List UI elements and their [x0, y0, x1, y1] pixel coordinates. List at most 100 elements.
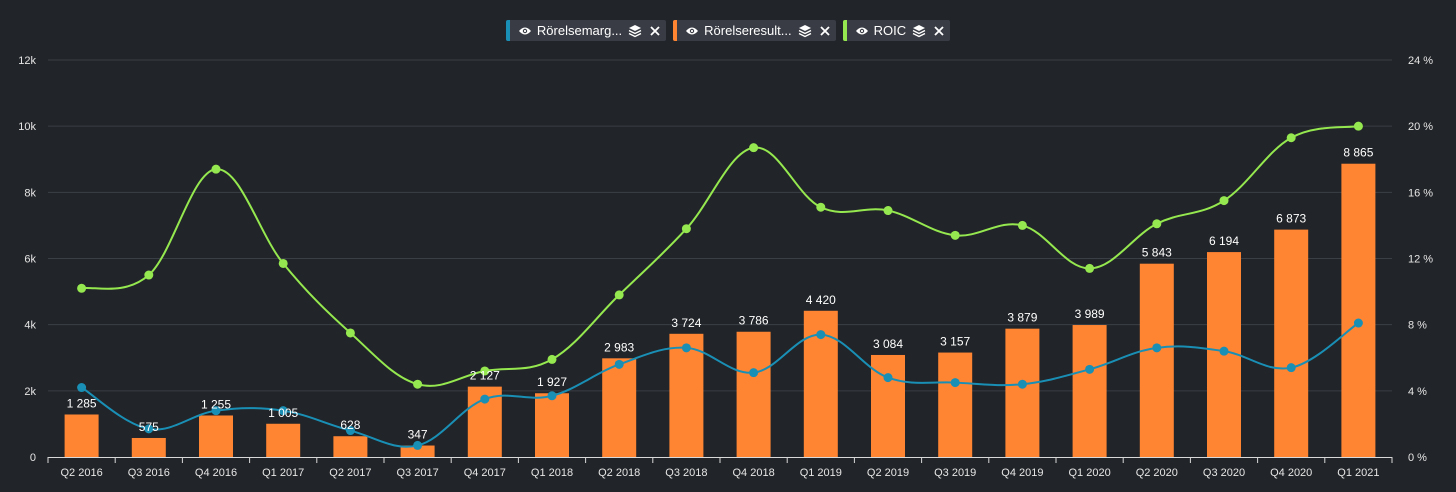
data-point — [1017, 379, 1027, 389]
data-point — [1286, 363, 1296, 373]
eye-icon[interactable] — [518, 26, 532, 36]
x-tick-label: Q4 2017 — [464, 467, 506, 479]
close-icon[interactable] — [650, 25, 660, 36]
bar-data-label: 3 989 — [1075, 307, 1105, 321]
close-icon[interactable] — [819, 25, 830, 36]
legend-item[interactable]: Rörelsemarg... — [505, 20, 667, 41]
data-point — [816, 330, 826, 340]
bar — [400, 445, 435, 457]
data-point — [1286, 133, 1296, 143]
y-right-tick-label: 4 % — [1408, 386, 1427, 398]
data-point — [1353, 318, 1363, 328]
data-point — [950, 230, 960, 240]
x-tick-label: Q3 2018 — [665, 467, 707, 479]
bar-data-label: 1 005 — [268, 406, 298, 420]
data-point — [1219, 346, 1229, 356]
bar-data-label: 3 084 — [873, 337, 903, 351]
data-point — [1152, 343, 1162, 353]
y-left-tick-label: 8k — [24, 187, 36, 199]
y-left-tick-label: 12k — [18, 55, 36, 67]
y-right-tick-label: 12 % — [1408, 254, 1433, 266]
data-point — [950, 378, 960, 388]
eye-icon[interactable] — [855, 26, 869, 36]
data-point — [1017, 220, 1027, 230]
data-point — [77, 283, 87, 293]
data-point — [547, 354, 557, 364]
bar — [266, 423, 301, 457]
bar — [669, 333, 704, 457]
data-point — [883, 206, 893, 216]
layers-icon[interactable] — [798, 24, 812, 38]
bar-data-label: 6 194 — [1209, 234, 1239, 248]
data-point — [144, 424, 154, 434]
bar-data-label: 8 865 — [1343, 146, 1373, 160]
data-point — [77, 383, 87, 393]
x-tick-label: Q2 2019 — [867, 467, 909, 479]
legend-color-swatch — [842, 20, 847, 41]
layers-icon[interactable] — [628, 24, 642, 38]
data-point — [749, 143, 759, 153]
series-line — [81, 322, 1359, 448]
bar-data-label: 1 255 — [201, 397, 231, 411]
data-point — [480, 394, 490, 404]
data-point — [614, 359, 624, 369]
bar-data-label: 3 786 — [739, 314, 769, 328]
bar — [938, 352, 973, 457]
bar — [1139, 263, 1174, 457]
data-point — [480, 366, 490, 376]
x-tick-label: Q3 2017 — [396, 467, 438, 479]
y-right-tick-label: 24 % — [1408, 55, 1433, 67]
x-tick-label: Q4 2016 — [195, 467, 237, 479]
legend-label: Rörelsemarg... — [536, 23, 623, 38]
bar-data-label: 5 843 — [1142, 246, 1172, 260]
bar — [1341, 163, 1376, 457]
x-tick-label: Q1 2020 — [1068, 467, 1110, 479]
bar — [602, 358, 637, 457]
data-point — [816, 202, 826, 212]
x-tick-label: Q4 2020 — [1270, 467, 1312, 479]
legend-color-swatch — [673, 20, 678, 41]
close-icon[interactable] — [934, 25, 944, 36]
y-left-tick-label: 2k — [24, 386, 36, 398]
bar — [333, 436, 368, 457]
legend-label: ROIC — [873, 23, 907, 38]
x-tick-label: Q2 2016 — [60, 467, 102, 479]
legend-color-swatch — [505, 20, 510, 41]
data-point — [1152, 219, 1162, 229]
y-left-tick-label: 6k — [24, 254, 36, 266]
data-point — [211, 406, 221, 416]
data-point — [883, 373, 893, 383]
eye-icon[interactable] — [685, 26, 699, 36]
y-right-tick-label: 8 % — [1408, 320, 1427, 332]
data-point — [345, 426, 355, 436]
data-point — [614, 290, 624, 300]
y-left-tick-label: 4k — [24, 320, 36, 332]
legend-item[interactable]: Rörelseresult... — [673, 20, 836, 41]
x-tick-label: Q2 2017 — [329, 467, 371, 479]
bar — [1274, 229, 1309, 457]
data-point — [749, 368, 759, 378]
y-left-tick-label: 0 — [30, 452, 36, 464]
bar-data-label: 6 873 — [1276, 212, 1306, 226]
layers-icon[interactable] — [912, 24, 926, 38]
bar-data-label: 3 157 — [940, 335, 970, 349]
x-tick-label: Q2 2018 — [598, 467, 640, 479]
x-tick-label: Q3 2020 — [1203, 467, 1245, 479]
bar-data-label: 3 724 — [671, 316, 701, 330]
legend-item[interactable]: ROIC — [842, 20, 951, 41]
x-tick-label: Q2 2020 — [1136, 467, 1178, 479]
y-right-tick-label: 0 % — [1408, 452, 1427, 464]
data-point — [681, 343, 691, 353]
data-point — [681, 224, 691, 234]
data-point — [413, 440, 423, 450]
data-point — [211, 164, 221, 174]
bar-data-label: 3 879 — [1007, 311, 1037, 325]
x-tick-label: Q1 2021 — [1337, 467, 1379, 479]
y-right-tick-label: 16 % — [1408, 187, 1433, 199]
data-point — [1219, 196, 1229, 206]
bar-data-label: 347 — [408, 428, 428, 442]
x-tick-label: Q3 2016 — [128, 467, 170, 479]
chart-legend: Rörelsemarg... Rörelseresult... ROIC — [0, 20, 1456, 41]
data-point — [1085, 263, 1095, 273]
